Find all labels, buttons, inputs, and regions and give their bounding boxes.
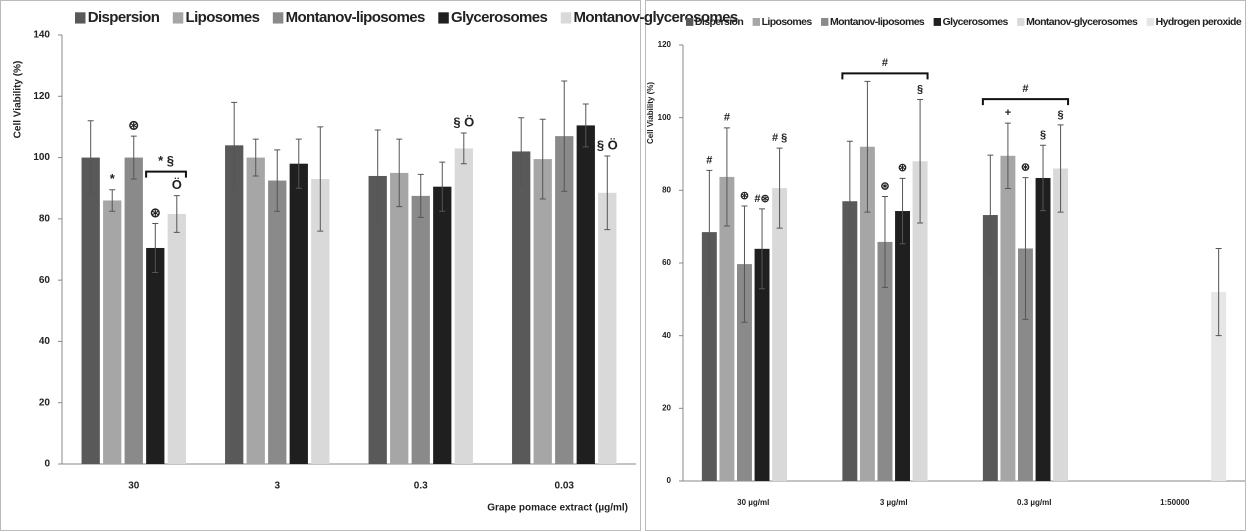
legend-label: Glycerosomes <box>943 16 1009 28</box>
y-tick-label: 100 <box>33 152 50 163</box>
y-tick-label: 20 <box>662 403 671 412</box>
legend-swatch <box>75 12 86 23</box>
x-tick-label: 0.3 <box>414 481 428 492</box>
bar <box>1053 169 1068 481</box>
x-tick-label: 3 µg/ml <box>880 498 908 507</box>
significance-mark: ⊛ <box>128 118 139 133</box>
legend-swatch <box>561 12 572 23</box>
y-axis-label: Cell Viability (%) <box>13 61 24 139</box>
y-tick-label: 80 <box>39 213 51 224</box>
legend-label: Montanov-glycerosomes <box>1026 16 1138 28</box>
significance-mark: #⊛ <box>754 193 769 205</box>
bar <box>390 173 408 464</box>
x-axis-label: Grape pomace extract (µg/ml) <box>487 503 628 514</box>
bar <box>168 214 186 464</box>
legend-swatch <box>821 18 828 26</box>
bar <box>577 125 595 464</box>
y-tick-label: 40 <box>39 336 51 347</box>
legend-label: Liposomes <box>186 9 260 26</box>
x-tick-label: 1:50000 <box>1160 498 1190 507</box>
significance-mark: ⊛ <box>880 180 889 192</box>
legend-swatch <box>1147 18 1154 26</box>
y-tick-label: 20 <box>39 397 51 408</box>
bar <box>534 159 552 464</box>
legend-label: Montanov-liposomes <box>286 9 425 26</box>
significance-mark: ⊛ <box>898 162 907 174</box>
legend-label: Dispersion <box>88 9 160 26</box>
bar <box>433 187 451 464</box>
significance-mark: § <box>1058 109 1064 121</box>
y-tick-label: 120 <box>658 40 672 49</box>
y-tick-label: 40 <box>662 331 671 340</box>
bar <box>412 196 430 464</box>
bar <box>1036 178 1051 481</box>
bar <box>1000 156 1015 481</box>
bar <box>225 145 243 464</box>
y-tick-label: 100 <box>658 113 672 122</box>
y-tick-label: 80 <box>662 185 671 194</box>
x-tick-label: 0.03 <box>555 481 575 492</box>
significance-mark: ⊛ <box>740 190 749 202</box>
significance-mark: ⊛ <box>150 205 161 220</box>
y-tick-label: 0 <box>667 476 672 485</box>
bar <box>125 158 143 464</box>
legend-swatch <box>173 12 184 23</box>
significance-mark: Ö <box>172 177 182 192</box>
bar <box>290 164 308 464</box>
figure: 0 20 40 60 80 100 120 140 Cell Viability (%) Grap… <box>0 0 1247 531</box>
x-tick-label: 0.3 µg/ml <box>1017 498 1051 507</box>
significance-mark: # <box>706 154 712 166</box>
x-tick-label: 30 <box>128 481 140 492</box>
legend-swatch <box>1017 18 1024 26</box>
y-axis-label: Cell Viability (%) <box>646 82 655 144</box>
significance-mark: § <box>1040 129 1046 141</box>
y-tick-label: 60 <box>39 275 51 286</box>
bracket-label: * § <box>158 153 174 168</box>
legend-swatch <box>753 18 760 26</box>
significance-mark: + <box>1005 107 1011 119</box>
significance-mark: § Ö <box>453 114 474 129</box>
legend-label: Liposomes <box>762 16 813 28</box>
legend-swatch <box>934 18 941 26</box>
bar <box>455 148 473 464</box>
bracket-label: # <box>882 57 888 69</box>
bar <box>247 158 265 464</box>
legend-label: Glycerosomes <box>451 9 547 26</box>
bar <box>268 181 286 464</box>
y-tick-label: 0 <box>44 459 50 470</box>
y-tick-label: 120 <box>33 91 50 102</box>
significance-mark: # § <box>772 132 787 144</box>
bar <box>82 158 100 464</box>
legend-swatch <box>686 18 693 26</box>
legend-label: Montanov-liposomes <box>830 16 925 28</box>
significance-mark: # <box>724 112 730 124</box>
bar <box>772 188 787 481</box>
bracket-label: # <box>1022 83 1028 95</box>
x-tick-label: 30 µg/ml <box>737 498 769 507</box>
x-tick-label: 3 <box>274 481 280 492</box>
legend-swatch <box>438 12 449 23</box>
right-panel <box>646 1 1246 531</box>
bar <box>895 211 910 481</box>
y-tick-label: 140 <box>33 30 50 41</box>
bar <box>598 193 616 464</box>
legend-label: Hydrogen peroxide <box>1156 16 1242 28</box>
y-tick-label: 60 <box>662 258 671 267</box>
bar <box>103 200 121 464</box>
legend-label: Dispersion <box>695 16 743 28</box>
legend-swatch <box>273 12 284 23</box>
significance-mark: ⊛ <box>1021 162 1030 174</box>
significance-mark: § Ö <box>597 137 618 152</box>
bar <box>512 151 530 464</box>
bar <box>146 248 164 464</box>
significance-mark: § <box>917 83 923 95</box>
